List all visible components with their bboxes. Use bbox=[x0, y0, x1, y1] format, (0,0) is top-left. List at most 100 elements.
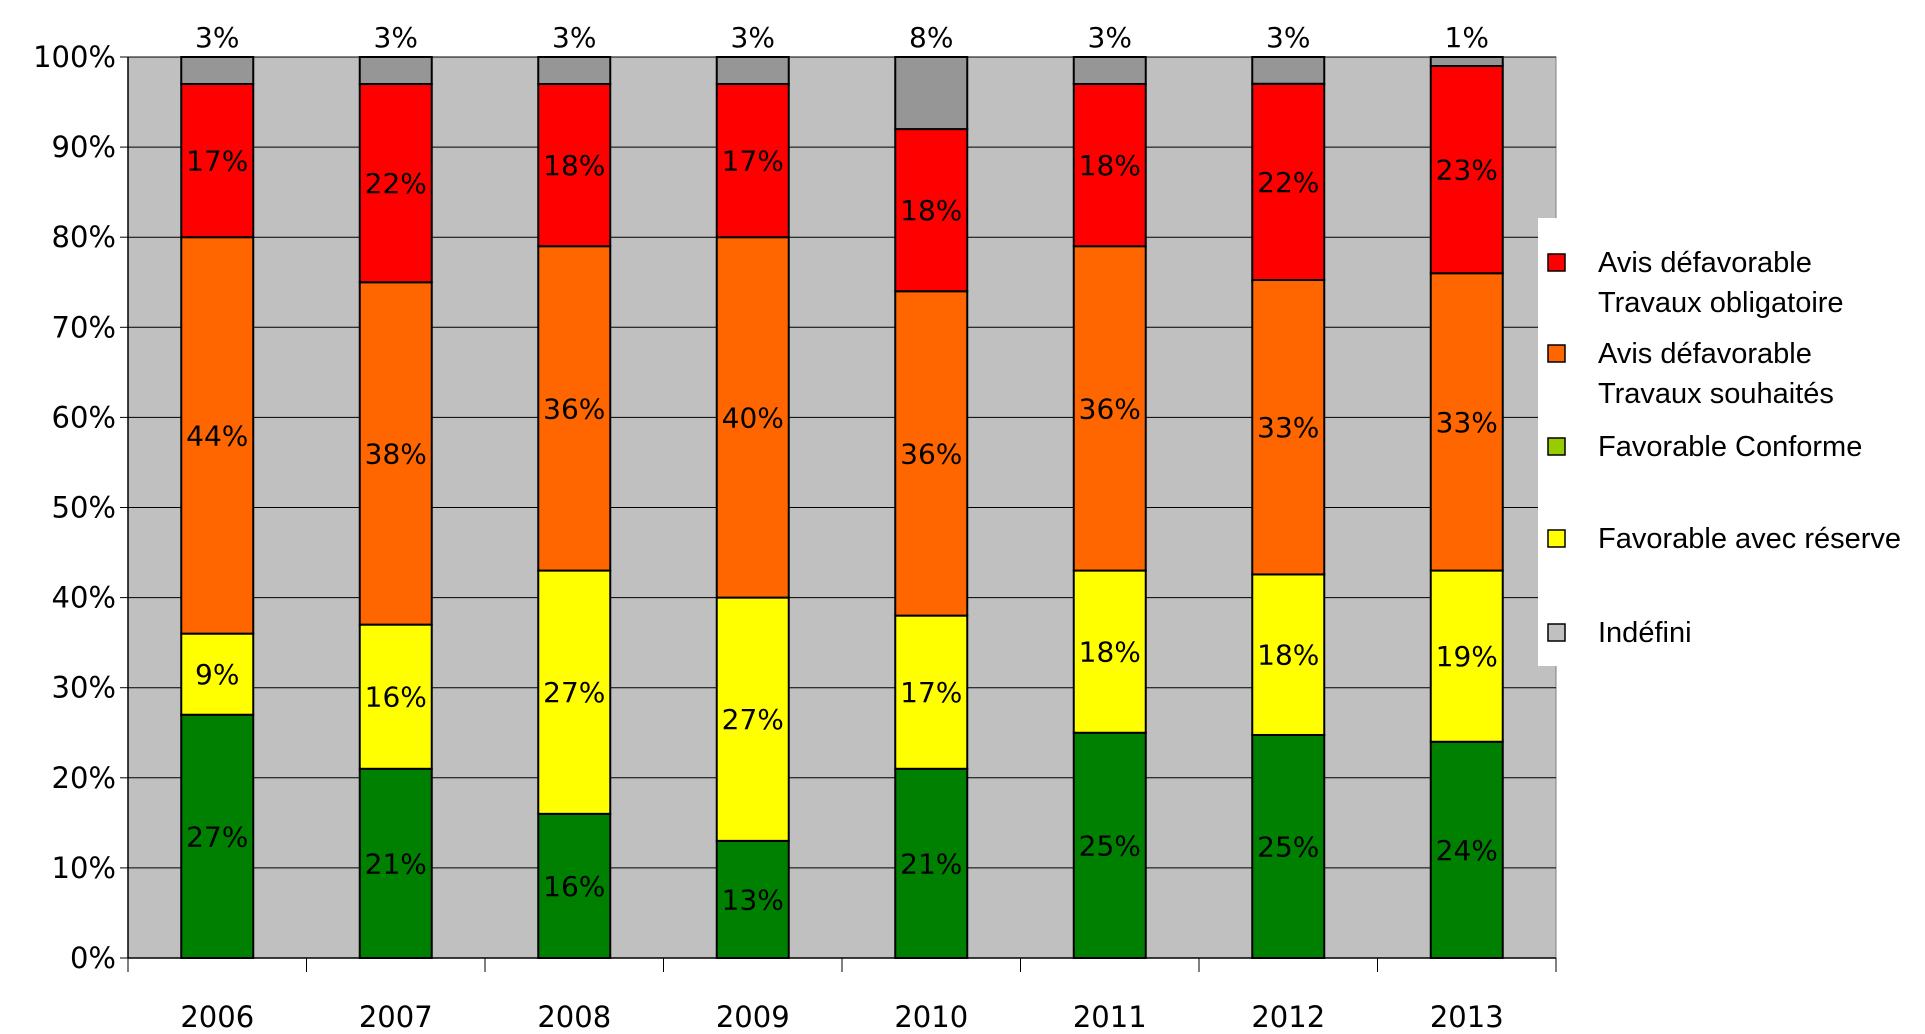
data-label: 17% bbox=[186, 145, 248, 178]
bar-segment bbox=[358, 56, 433, 86]
data-label: 3% bbox=[195, 21, 239, 54]
bar-segment bbox=[1429, 56, 1504, 68]
y-tick-label: 80% bbox=[52, 220, 116, 254]
bar-segment bbox=[894, 614, 969, 770]
x-tick-label: 2013 bbox=[1430, 1000, 1504, 1034]
x-tick-label: 2007 bbox=[359, 1000, 433, 1034]
bar-segment bbox=[1429, 272, 1504, 572]
data-label: 18% bbox=[900, 194, 962, 227]
legend-background bbox=[1538, 218, 1925, 666]
bar-segment bbox=[1429, 65, 1504, 275]
data-label: 22% bbox=[365, 167, 427, 200]
bar-segment bbox=[180, 83, 255, 239]
bar-segment bbox=[1429, 740, 1504, 960]
bar-segment bbox=[1072, 83, 1147, 248]
x-tick-label: 2008 bbox=[537, 1000, 611, 1034]
data-label: 3% bbox=[1266, 21, 1310, 54]
data-label: 13% bbox=[722, 883, 784, 916]
data-label: 33% bbox=[1436, 406, 1498, 439]
bar-segment bbox=[894, 56, 969, 131]
legend-swatch bbox=[1547, 437, 1566, 456]
legend-swatch bbox=[1547, 344, 1566, 363]
bar-segment bbox=[537, 56, 612, 86]
bar-segment bbox=[180, 56, 255, 86]
bar-segment bbox=[1072, 56, 1147, 86]
data-label: 22% bbox=[1257, 166, 1319, 199]
bar-segment bbox=[358, 623, 433, 770]
data-label: 36% bbox=[900, 437, 962, 470]
bar-segment bbox=[537, 812, 612, 960]
data-label: 21% bbox=[365, 847, 427, 880]
bar-segment bbox=[180, 713, 255, 959]
bar-segment bbox=[1251, 56, 1326, 85]
data-label: 16% bbox=[365, 681, 427, 714]
bar-segment bbox=[894, 767, 969, 959]
bar-segment bbox=[1251, 82, 1326, 282]
x-tick-label: 2012 bbox=[1251, 1000, 1325, 1034]
bar-segment bbox=[358, 281, 433, 626]
data-label: 25% bbox=[1257, 830, 1319, 863]
legend-label: Travaux obligatoire bbox=[1598, 287, 1844, 319]
data-label: 25% bbox=[1079, 829, 1141, 862]
data-label: 21% bbox=[900, 847, 962, 880]
bar-segment bbox=[1072, 731, 1147, 959]
axes: 0% 10% 20% 30% 40% 50% 60% 70% 80% 90% 100% 2006 200… bbox=[33, 40, 1557, 1034]
data-label: 18% bbox=[1079, 149, 1141, 182]
data-label: 27% bbox=[722, 703, 784, 736]
y-tick-label: 30% bbox=[52, 671, 116, 705]
bar-segment bbox=[715, 83, 790, 239]
data-label: 3% bbox=[552, 21, 596, 54]
data-label: 16% bbox=[543, 870, 605, 903]
bar-segment bbox=[537, 569, 612, 815]
bar-segment bbox=[1072, 245, 1147, 572]
data-label: 18% bbox=[543, 149, 605, 182]
x-tick-label: 2009 bbox=[716, 1000, 790, 1034]
data-label: 18% bbox=[1257, 639, 1319, 672]
y-tick-label: 50% bbox=[52, 491, 116, 525]
data-label: 9% bbox=[195, 658, 239, 691]
bar-segment bbox=[894, 128, 969, 293]
y-tick-label: 90% bbox=[52, 130, 116, 164]
bar-segment bbox=[358, 83, 433, 284]
bar-segment bbox=[1072, 569, 1147, 734]
x-tick-label: 2011 bbox=[1073, 1000, 1147, 1034]
legend-swatch bbox=[1547, 529, 1566, 548]
data-labels: 27% 9% 44% 17% 3% 21% 16% 38% 22% 3% 16% 27% 36% 18% 3… bbox=[186, 21, 1498, 916]
bar-segment bbox=[358, 767, 433, 959]
data-label: 40% bbox=[722, 401, 784, 434]
x-tick-label: 2010 bbox=[894, 1000, 968, 1034]
data-label: 19% bbox=[1436, 640, 1498, 673]
data-label: 3% bbox=[731, 21, 775, 54]
data-label: 18% bbox=[1079, 636, 1141, 669]
legend-label: Favorable avec réserve bbox=[1598, 523, 1901, 555]
data-label: 38% bbox=[365, 437, 427, 470]
legend-swatch bbox=[1547, 253, 1566, 272]
data-label: 17% bbox=[900, 676, 962, 709]
y-tick-label: 60% bbox=[52, 400, 116, 434]
legend-label: Travaux souhaités bbox=[1598, 378, 1834, 410]
data-label: 23% bbox=[1436, 154, 1498, 187]
legend-label: Indéfini bbox=[1598, 617, 1692, 649]
bar-segment bbox=[180, 632, 255, 716]
legend-label: Avis défavorable bbox=[1598, 338, 1812, 370]
y-tick-label: 40% bbox=[52, 581, 116, 615]
bar-segment bbox=[1251, 279, 1326, 576]
data-label: 8% bbox=[909, 21, 953, 54]
y-tick-label: 10% bbox=[52, 851, 116, 885]
data-label: 24% bbox=[1436, 834, 1498, 867]
data-label: 36% bbox=[543, 392, 605, 425]
y-tick-label: 0% bbox=[70, 941, 116, 975]
legend-swatch bbox=[1547, 623, 1566, 642]
data-label: 17% bbox=[722, 145, 784, 178]
legend-label: Avis défavorable bbox=[1598, 247, 1812, 279]
data-label: 1% bbox=[1445, 21, 1489, 54]
data-label: 36% bbox=[1079, 392, 1141, 425]
data-label: 33% bbox=[1257, 411, 1319, 444]
bars bbox=[180, 56, 1504, 960]
y-tick-label: 100% bbox=[33, 40, 116, 74]
data-label: 44% bbox=[186, 419, 248, 452]
y-tick-label: 70% bbox=[52, 310, 116, 344]
data-label: 3% bbox=[374, 21, 418, 54]
x-tick-label: 2006 bbox=[180, 1000, 254, 1034]
